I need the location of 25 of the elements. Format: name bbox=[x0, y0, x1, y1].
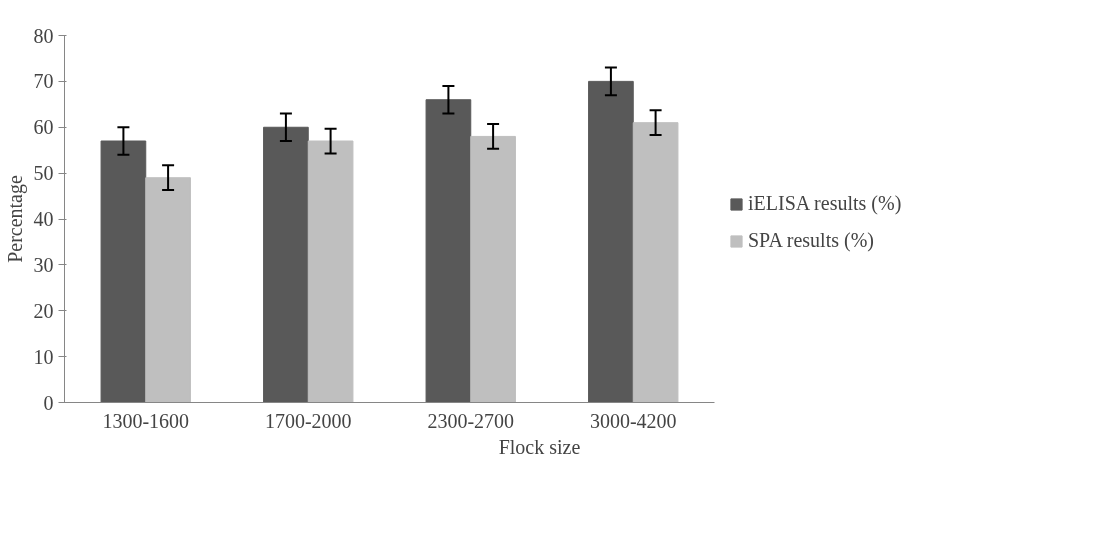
x-axis-title: Flock size bbox=[498, 435, 581, 458]
y-tick-label: 70 bbox=[33, 70, 54, 93]
y-tick-label: 50 bbox=[33, 162, 54, 185]
bar bbox=[588, 80, 634, 403]
y-tick-label: 0 bbox=[43, 391, 54, 414]
x-tick-label: 1300-1600 bbox=[102, 409, 190, 432]
bar bbox=[145, 177, 191, 403]
y-tick-label: 10 bbox=[33, 345, 54, 368]
y-tick-label: 80 bbox=[33, 24, 54, 47]
bar bbox=[425, 99, 472, 403]
bar bbox=[632, 122, 679, 403]
legend-label: SPA results (%) bbox=[748, 229, 874, 252]
y-tick-label: 20 bbox=[33, 299, 54, 322]
bar bbox=[307, 140, 354, 403]
legend-label: iELISA results (%) bbox=[748, 192, 902, 215]
x-tick-label: 2300-2700 bbox=[427, 409, 515, 432]
bar bbox=[263, 126, 309, 403]
bar bbox=[470, 135, 516, 403]
y-axis-title: Percentage bbox=[3, 175, 27, 263]
bar bbox=[100, 140, 147, 403]
x-tick-label: 3000-4200 bbox=[589, 409, 677, 432]
y-tick-label: 30 bbox=[33, 253, 54, 276]
x-tick-label: 1700-2000 bbox=[264, 409, 352, 432]
y-tick-label: 40 bbox=[33, 208, 54, 230]
y-tick-label: 60 bbox=[33, 116, 54, 139]
